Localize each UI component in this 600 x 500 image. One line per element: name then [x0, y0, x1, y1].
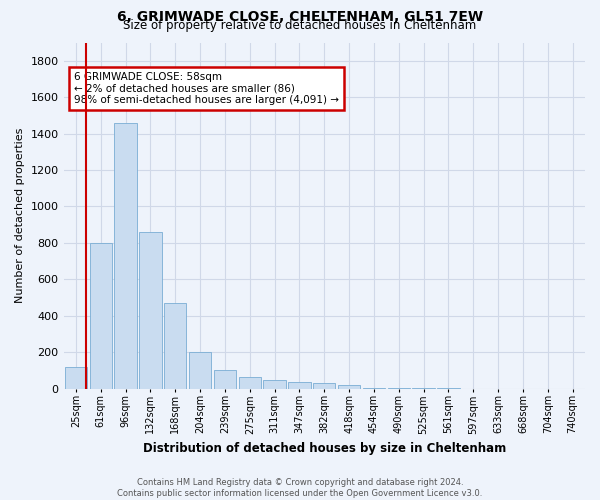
Bar	[65, 367, 87, 388]
Y-axis label: Number of detached properties: Number of detached properties	[15, 128, 25, 303]
Bar	[214, 370, 236, 388]
Bar	[115, 122, 137, 388]
Text: Contains HM Land Registry data © Crown copyright and database right 2024.
Contai: Contains HM Land Registry data © Crown c…	[118, 478, 482, 498]
Bar	[189, 352, 211, 389]
Bar	[338, 384, 360, 388]
Bar	[89, 243, 112, 388]
Text: Size of property relative to detached houses in Cheltenham: Size of property relative to detached ho…	[124, 19, 476, 32]
Bar	[139, 232, 161, 388]
Bar	[288, 382, 311, 388]
Bar	[313, 383, 335, 388]
Bar	[164, 303, 187, 388]
Text: 6 GRIMWADE CLOSE: 58sqm
← 2% of detached houses are smaller (86)
98% of semi-det: 6 GRIMWADE CLOSE: 58sqm ← 2% of detached…	[74, 72, 339, 105]
Bar	[263, 380, 286, 388]
Text: 6, GRIMWADE CLOSE, CHELTENHAM, GL51 7EW: 6, GRIMWADE CLOSE, CHELTENHAM, GL51 7EW	[117, 10, 483, 24]
Bar	[239, 377, 261, 388]
X-axis label: Distribution of detached houses by size in Cheltenham: Distribution of detached houses by size …	[143, 442, 506, 455]
